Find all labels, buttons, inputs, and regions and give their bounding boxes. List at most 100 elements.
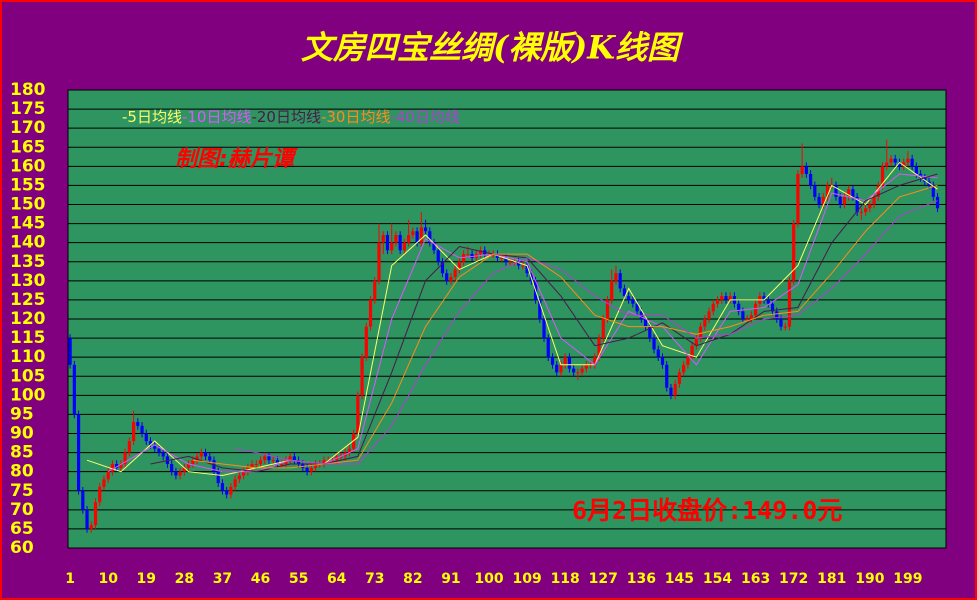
candle-body	[631, 299, 635, 304]
candle-body	[436, 250, 440, 262]
candle-body	[555, 364, 559, 373]
candle-body	[98, 486, 102, 503]
candle-body	[263, 456, 267, 461]
x-tick-label: 181	[817, 571, 846, 587]
candle-body	[656, 349, 660, 358]
candle-body	[800, 166, 804, 174]
candle-body	[76, 414, 81, 491]
candle-body	[762, 296, 766, 300]
candle-body	[728, 296, 732, 300]
candle-body	[804, 166, 808, 174]
candle-body	[546, 338, 550, 358]
candle-body	[627, 296, 631, 300]
y-tick-label: 165	[10, 137, 46, 157]
candle-body	[186, 464, 191, 468]
candle-body	[462, 254, 466, 262]
candle-body	[707, 311, 711, 319]
candle-body	[779, 319, 783, 327]
candle-body	[305, 467, 309, 472]
candle-body	[423, 227, 428, 232]
candle-body	[741, 311, 745, 319]
candle-body	[923, 177, 927, 182]
candle-body	[309, 467, 313, 472]
candle-body	[720, 296, 724, 300]
candle-body	[787, 280, 792, 327]
candle-body	[872, 196, 876, 205]
y-tick-label: 140	[10, 233, 46, 253]
candle-body	[783, 326, 787, 328]
candle-body	[749, 315, 753, 319]
candle-body	[271, 460, 275, 462]
candle-body	[864, 208, 868, 213]
x-tick-label: 190	[855, 571, 884, 587]
x-tick-label: 199	[893, 571, 922, 587]
candle-body	[445, 273, 449, 281]
x-tick-label: 46	[251, 571, 270, 587]
candle-body	[567, 357, 572, 369]
candle-body	[364, 326, 368, 358]
x-tick-label: 127	[589, 571, 618, 587]
candle-body	[893, 158, 897, 163]
legend-entry: -5日均线	[122, 108, 182, 126]
candle-body	[792, 223, 796, 281]
candle-body	[385, 235, 390, 251]
candle-body	[889, 158, 893, 163]
candle-body	[660, 357, 665, 365]
candle-body	[504, 257, 508, 262]
y-tick-label: 155	[10, 175, 46, 195]
candle-body	[914, 166, 918, 174]
candle-body	[842, 196, 847, 205]
candle-body	[838, 196, 842, 205]
candle-body	[89, 525, 93, 529]
candle-body	[652, 338, 656, 350]
x-tick-label: 109	[512, 571, 541, 587]
candle-body	[356, 395, 360, 434]
y-tick-label: 135	[10, 252, 46, 272]
candle-body	[411, 231, 415, 236]
candle-body	[559, 364, 563, 373]
candle-body	[601, 319, 605, 339]
candle-body	[847, 189, 851, 197]
candle-body	[825, 185, 830, 197]
candle-body	[292, 456, 296, 461]
candle-body	[766, 299, 770, 304]
candle-body	[144, 433, 148, 442]
candle-body	[605, 299, 610, 319]
y-tick-label: 145	[10, 214, 46, 234]
candle-body	[428, 231, 432, 243]
candle-body	[508, 261, 512, 263]
candle-body	[85, 509, 89, 529]
y-tick-label: 120	[10, 309, 46, 329]
candle-body	[851, 189, 855, 197]
candle-body	[834, 185, 838, 197]
candle-body	[512, 261, 517, 263]
candle-body	[415, 231, 419, 243]
x-tick-label: 136	[627, 571, 656, 587]
legend-entry: -10日均线	[182, 108, 252, 126]
y-tick-label: 160	[10, 156, 46, 176]
candle-body	[254, 464, 258, 466]
candle-body	[694, 338, 698, 346]
x-tick-label: 10	[98, 571, 118, 587]
x-tick-label: 64	[327, 571, 347, 587]
candle-body	[796, 173, 800, 224]
candle-body	[225, 490, 229, 495]
candle-body	[673, 383, 677, 396]
candle-body	[610, 280, 614, 300]
candle-body	[622, 288, 627, 297]
x-tick-label: 118	[551, 571, 580, 587]
candle-body	[813, 185, 817, 197]
legend-entry: -40日均线	[390, 108, 460, 126]
candle-body	[517, 261, 521, 266]
candle-body	[178, 471, 182, 476]
x-tick-label: 163	[741, 571, 770, 587]
candle-body	[737, 303, 741, 312]
candle-body	[250, 464, 254, 468]
candle-body	[821, 196, 825, 205]
legend: -5日均线-10日均线-20日均线-30日均线-40日均线	[122, 108, 460, 126]
candle-body	[902, 162, 906, 167]
candle-body	[297, 460, 301, 465]
candle-body	[538, 299, 542, 319]
